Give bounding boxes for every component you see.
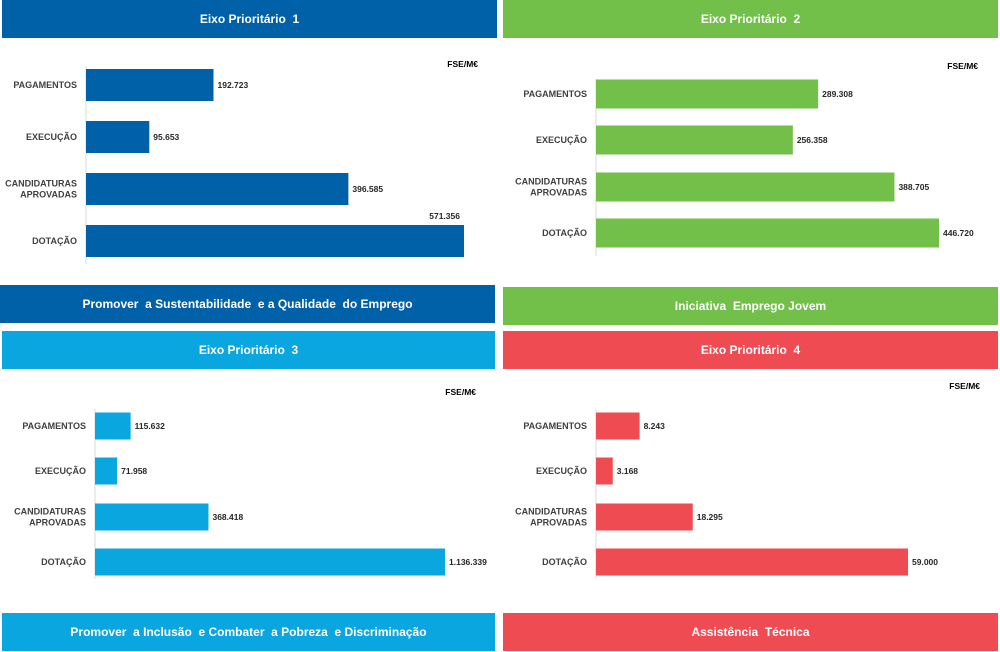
bar-dotacao	[596, 218, 939, 248]
panel-2-header: Eixo Prioritário 2	[503, 0, 998, 38]
category-label-candidaturas-aprovadas: CANDIDATURAS APROVADAS	[515, 177, 587, 198]
category-label-pagamentos: PAGAMENTOS	[22, 421, 86, 431]
category-label-execucao: EXECUÇÃO	[536, 466, 587, 476]
value-label-candidaturas-aprovadas: 18.295	[697, 512, 723, 522]
bar-candidaturas-aprovadas	[596, 503, 693, 531]
bar-execucao	[86, 121, 150, 153]
value-label-execucao: 256.358	[797, 135, 828, 145]
category-label-pagamentos: PAGAMENTOS	[13, 80, 77, 90]
bar-chart-eixo-1: FSE/M€ PAGAMENTOS 192.723 EXECUÇÃO 95.653 CAN…	[0, 44, 500, 280]
value-label-pagamentos: 192.723	[218, 80, 249, 90]
value-label-pagamentos: 115.632	[135, 421, 166, 431]
bar-pagamentos	[95, 412, 131, 440]
value-label-pagamentos: 289.308	[822, 89, 853, 99]
value-label-dotacao: 59.000	[912, 557, 938, 567]
unit-label: FSE/M€	[445, 387, 476, 397]
panel-4-footer: Assistência Técnica	[503, 613, 998, 651]
value-label-dotacao: 446.720	[943, 228, 974, 238]
bar-execucao	[596, 125, 793, 155]
bar-dotacao	[596, 548, 908, 576]
bar-execucao	[596, 457, 613, 485]
value-label-dotacao: 1.136.339	[449, 557, 487, 567]
category-label-pagamentos: PAGAMENTOS	[523, 421, 587, 431]
value-label-candidaturas-aprovadas: 368.418	[212, 512, 243, 522]
category-label-candidaturas-aprovadas: CANDIDATURAS APROVADAS	[515, 507, 587, 528]
value-label-candidaturas-aprovadas: 396.585	[352, 184, 383, 194]
panel-1-footer: Promover a Sustentabilidade e a Qualidad…	[0, 285, 495, 323]
bar-chart-eixo-3: FSE/M€ PAGAMENTOS 115.632 EXECUÇÃO 71.958 CAN…	[0, 374, 500, 608]
bar-dotacao	[86, 225, 464, 257]
panel-2-footer: Iniciativa Emprego Jovem	[503, 287, 998, 325]
bar-pagamentos	[86, 69, 214, 101]
category-label-dotacao: DOTAÇÃO	[542, 228, 587, 238]
category-label-dotacao: DOTAÇÃO	[542, 557, 587, 567]
category-label-execucao: EXECUÇÃO	[35, 466, 86, 476]
category-label-candidaturas-aprovadas: CANDIDATURAS APROVADAS	[5, 179, 77, 200]
panel-1-header: Eixo Prioritário 1	[2, 0, 497, 38]
value-label-execucao: 71.958	[121, 466, 147, 476]
category-label-execucao: EXECUÇÃO	[26, 132, 77, 142]
value-label-dotacao: 571.356	[429, 211, 460, 221]
panel-4-header: Eixo Prioritário 4	[503, 331, 998, 369]
bar-candidaturas-aprovadas	[86, 173, 349, 205]
bar-chart-eixo-4: FSE/M€ PAGAMENTOS 8.243 EXECUÇÃO 3.168 CANDID…	[500, 374, 1000, 608]
category-label-dotacao: DOTAÇÃO	[41, 557, 86, 567]
chart-1-svg: FSE/M€ PAGAMENTOS 192.723 EXECUÇÃO 95.653 CAN…	[5, 59, 478, 264]
bar-candidaturas-aprovadas	[95, 503, 209, 531]
value-label-execucao: 95.653	[153, 132, 179, 142]
unit-label: FSE/M€	[949, 381, 980, 391]
unit-label: FSE/M€	[947, 61, 978, 71]
bar-chart-eixo-2: FSE/M€ PAGAMENTOS 289.308 EXECUÇÃO 256.358 CA…	[500, 44, 1000, 280]
panel-3-footer: Promover a Inclusão e Combater a Pobreza…	[2, 613, 495, 651]
value-label-pagamentos: 8.243	[644, 421, 666, 431]
bar-pagamentos	[596, 79, 819, 109]
chart-4-svg: FSE/M€ PAGAMENTOS 8.243 EXECUÇÃO 3.168 CANDID…	[515, 381, 980, 579]
category-label-dotacao: DOTAÇÃO	[32, 236, 77, 246]
bar-pagamentos	[596, 412, 640, 440]
value-label-execucao: 3.168	[617, 466, 639, 476]
panel-3-header: Eixo Prioritário 3	[2, 331, 495, 369]
chart-3-svg: FSE/M€ PAGAMENTOS 115.632 EXECUÇÃO 71.958 CAN…	[14, 387, 487, 579]
bar-execucao	[95, 457, 118, 485]
bar-dotacao	[95, 548, 445, 576]
chart-2-svg: FSE/M€ PAGAMENTOS 289.308 EXECUÇÃO 256.358 CA…	[515, 61, 978, 256]
bar-candidaturas-aprovadas	[596, 172, 895, 202]
value-label-candidaturas-aprovadas: 388.705	[898, 182, 929, 192]
category-label-candidaturas-aprovadas: CANDIDATURAS APROVADAS	[14, 507, 86, 528]
unit-label: FSE/M€	[447, 59, 478, 69]
category-label-pagamentos: PAGAMENTOS	[523, 89, 587, 99]
category-label-execucao: EXECUÇÃO	[536, 135, 587, 145]
